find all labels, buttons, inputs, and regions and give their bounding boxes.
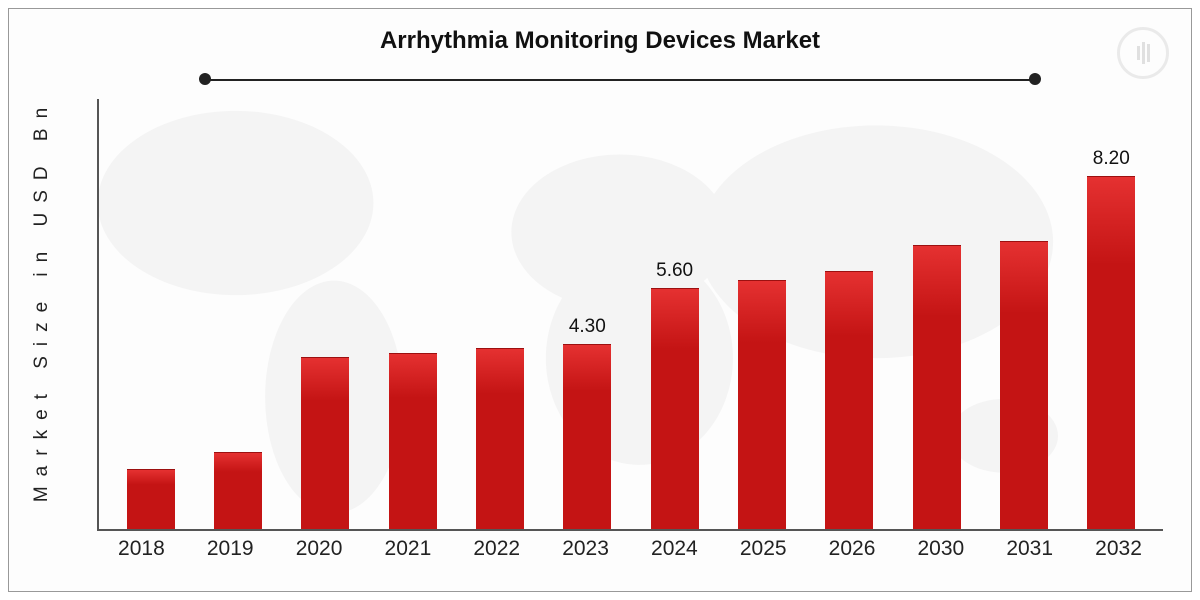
chart-area: 4.30 5.60 8.20 bbox=[79, 99, 1163, 531]
x-tick-label: 2019 bbox=[186, 537, 275, 569]
x-tick-label: 2023 bbox=[541, 537, 630, 569]
bar bbox=[825, 271, 873, 529]
plot-area: 4.30 5.60 8.20 bbox=[97, 99, 1163, 531]
bar bbox=[127, 469, 175, 529]
x-tick-label: 2026 bbox=[808, 537, 897, 569]
span-start-dot bbox=[199, 73, 211, 85]
bar-slot: 5.60 bbox=[631, 99, 718, 529]
bar bbox=[1000, 241, 1048, 529]
chart-frame: Arrhythmia Monitoring Devices Market Mar… bbox=[8, 8, 1192, 592]
bar-slot bbox=[194, 99, 281, 529]
bar-value-label: 8.20 bbox=[1068, 148, 1155, 170]
bar-value-label: 4.30 bbox=[544, 316, 631, 338]
x-tick-label: 2020 bbox=[275, 537, 364, 569]
bar-slot bbox=[369, 99, 456, 529]
bar-slot bbox=[806, 99, 893, 529]
x-tick-label: 2024 bbox=[630, 537, 719, 569]
bar bbox=[913, 245, 961, 529]
y-axis-label: Market Size in USD Bn bbox=[29, 9, 55, 591]
x-tick-label: 2018 bbox=[97, 537, 186, 569]
bar bbox=[1087, 176, 1135, 529]
span-end-dot bbox=[1029, 73, 1041, 85]
bar bbox=[389, 353, 437, 529]
x-tick-label: 2031 bbox=[985, 537, 1074, 569]
bar bbox=[301, 357, 349, 529]
bar-slot: 4.30 bbox=[544, 99, 631, 529]
bar bbox=[563, 344, 611, 529]
x-tick-label: 2030 bbox=[896, 537, 985, 569]
bar bbox=[214, 452, 262, 529]
bar-slot bbox=[980, 99, 1067, 529]
bar-slot bbox=[107, 99, 194, 529]
bar-slot bbox=[282, 99, 369, 529]
bar-value-label: 5.60 bbox=[631, 260, 718, 282]
forecast-span-indicator bbox=[205, 71, 1035, 89]
x-tick-label: 2022 bbox=[452, 537, 541, 569]
bar bbox=[738, 280, 786, 529]
x-tick-label: 2032 bbox=[1074, 537, 1163, 569]
x-tick-label: 2025 bbox=[719, 537, 808, 569]
x-axis: 2018201920202021202220232024202520262030… bbox=[97, 537, 1163, 569]
bar-slot bbox=[718, 99, 805, 529]
bar bbox=[476, 348, 524, 529]
bar-slot bbox=[893, 99, 980, 529]
bar bbox=[651, 288, 699, 529]
bar-slot bbox=[456, 99, 543, 529]
bars-container: 4.30 5.60 8.20 bbox=[99, 99, 1163, 529]
chart-title: Arrhythmia Monitoring Devices Market bbox=[9, 27, 1191, 55]
bar-slot: 8.20 bbox=[1068, 99, 1155, 529]
x-tick-label: 2021 bbox=[363, 537, 452, 569]
